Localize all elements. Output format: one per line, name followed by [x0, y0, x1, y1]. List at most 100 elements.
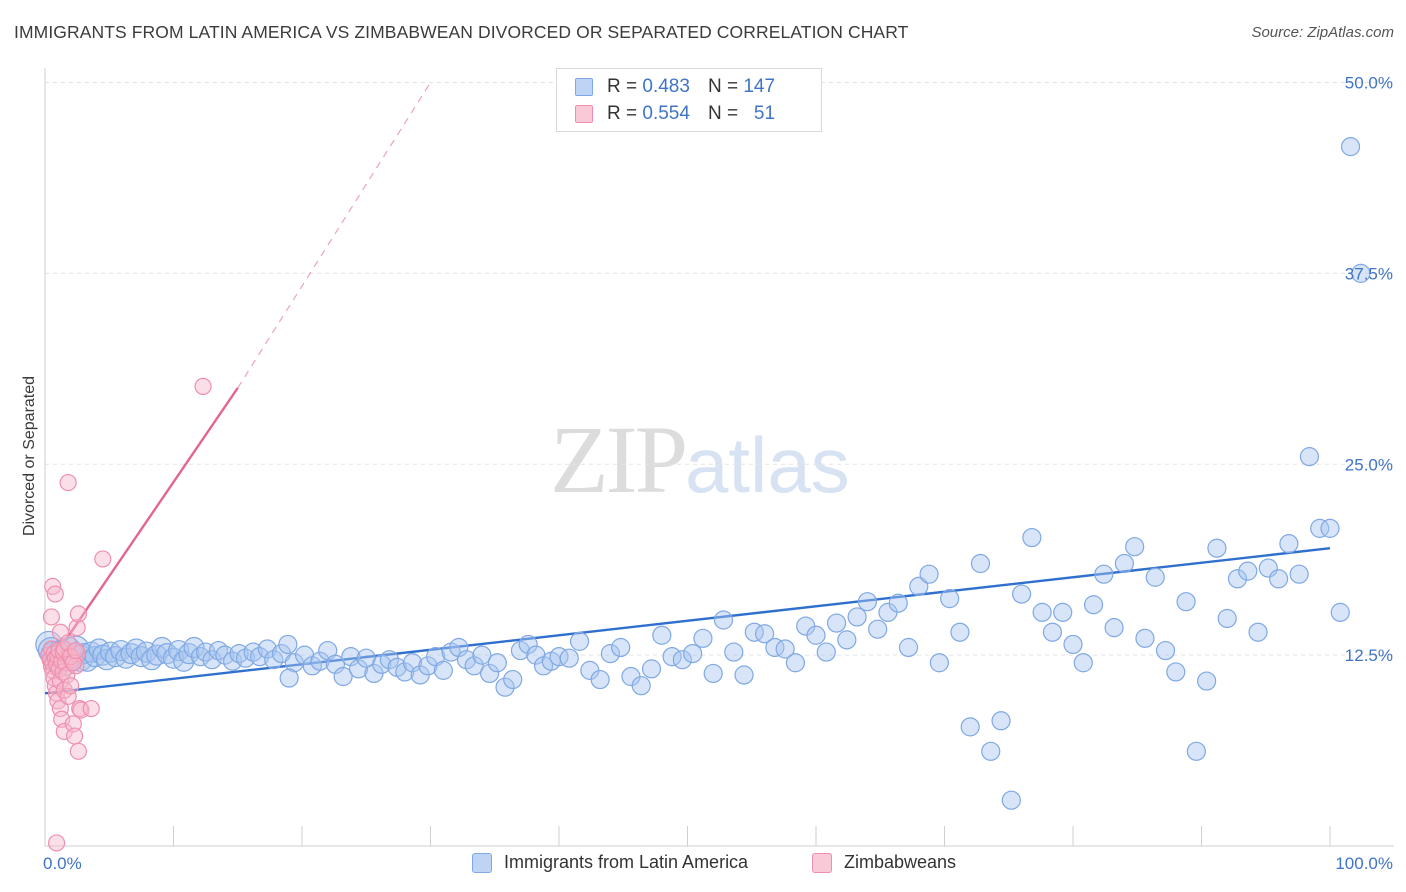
point-latin-america	[1330, 602, 1350, 622]
point-latin-america	[433, 660, 453, 680]
point-latin-america	[510, 640, 531, 661]
point-latin-america	[503, 669, 523, 690]
point-latin-america	[693, 628, 713, 648]
point-latin-america	[847, 607, 867, 627]
point-latin-america	[806, 625, 826, 645]
point-latin-america	[1073, 653, 1093, 673]
point-latin-america	[278, 634, 298, 655]
point-zimbabwean	[69, 742, 88, 760]
point-latin-america	[487, 653, 507, 673]
watermark: ZIPatlas	[550, 404, 850, 515]
point-latin-america	[600, 643, 621, 664]
point-latin-america	[1042, 622, 1063, 642]
correlation-legend: R = 0.483 N = 147 R = 0.554 N = 51	[556, 68, 822, 132]
point-latin-america	[1032, 602, 1052, 622]
legend-r-label: R =	[607, 103, 638, 124]
point-latin-america	[264, 650, 284, 670]
point-latin-america	[1186, 741, 1206, 761]
point-latin-america	[1351, 263, 1371, 283]
point-latin-america	[857, 592, 878, 612]
point-latin-america	[754, 624, 775, 644]
point-latin-america	[1166, 662, 1186, 682]
point-latin-america	[672, 650, 692, 670]
point-latin-america	[826, 613, 847, 633]
point-zimbabwean	[67, 657, 85, 675]
point-latin-america	[1094, 564, 1114, 584]
source-label: Source: ZipAtlas.com	[1251, 24, 1394, 41]
point-latin-america	[402, 653, 423, 673]
point-zimbabwean	[94, 550, 112, 568]
point-latin-america	[868, 619, 888, 639]
bottom-legend-zimbabweans: Zimbabweans	[812, 852, 956, 873]
y-tick-label: 37.5%	[1345, 264, 1393, 283]
point-latin-america	[1238, 561, 1258, 581]
point-latin-america	[215, 645, 235, 665]
point-latin-america	[495, 677, 515, 697]
point-latin-america	[1197, 671, 1217, 691]
legend-n-label: N =	[707, 103, 739, 124]
point-latin-america	[472, 645, 492, 665]
point-latin-america	[1176, 592, 1196, 612]
point-latin-america	[1053, 602, 1073, 622]
legend-r-label: R =	[607, 76, 638, 97]
point-latin-america	[348, 659, 369, 679]
point-latin-america	[1145, 567, 1165, 587]
point-zimbabwean	[59, 473, 77, 492]
point-latin-america	[464, 656, 484, 676]
point-latin-america	[1217, 608, 1237, 629]
point-latin-america	[1022, 527, 1042, 548]
point-latin-america	[837, 630, 857, 650]
bottom-legend-swatch-blue	[472, 852, 492, 873]
legend-swatch-blue	[575, 78, 593, 96]
watermark-atlas: atlas	[685, 421, 850, 509]
y-tick-label: 12.5%	[1345, 646, 1393, 665]
watermark-zip: ZIP	[550, 406, 688, 513]
point-latin-america	[775, 639, 795, 659]
legend-row-zimbabweans: R = 0.554 N = 51	[575, 101, 775, 127]
point-latin-america	[1083, 595, 1104, 615]
trend-extension-zimbabwean	[237, 82, 432, 389]
point-latin-america	[1104, 618, 1124, 638]
legend-n-value: 51	[753, 103, 776, 124]
bottom-legend-label: Immigrants from Latin America	[504, 852, 749, 872]
point-latin-america	[1063, 634, 1083, 655]
point-zimbabwean	[42, 608, 61, 626]
point-latin-america	[940, 589, 960, 609]
point-latin-america	[981, 741, 1001, 761]
point-latin-america	[641, 659, 662, 679]
point-latin-america	[950, 622, 970, 642]
y-axis-label: Divorced or Separated	[21, 376, 38, 536]
point-latin-america	[1299, 447, 1320, 467]
y-tick-label: 25.0%	[1345, 455, 1393, 474]
y-tick-label: 50.0%	[1345, 74, 1393, 93]
point-latin-america	[611, 637, 631, 658]
point-latin-america	[1289, 564, 1309, 584]
axes	[44, 68, 1394, 847]
point-latin-america	[341, 647, 361, 667]
legend-r-value: 0.483	[642, 76, 690, 97]
trend-lines	[44, 82, 1331, 695]
point-latin-america	[816, 642, 836, 662]
point-latin-america	[991, 711, 1011, 731]
point-latin-america	[898, 637, 919, 658]
point-latin-america	[1207, 538, 1227, 558]
point-latin-america	[631, 676, 651, 696]
point-zimbabwean	[46, 585, 64, 603]
point-zimbabwean	[68, 619, 86, 637]
point-latin-america	[333, 666, 353, 687]
trend-line-latin-america	[44, 547, 1331, 695]
point-latin-america	[683, 643, 703, 664]
point-latin-america	[456, 650, 477, 670]
point-latin-america	[970, 553, 991, 574]
point-latin-america	[1114, 553, 1135, 574]
point-zimbabwean	[194, 377, 212, 395]
point-latin-america	[1310, 518, 1330, 538]
grid-lines	[45, 82, 1394, 656]
point-latin-america	[1011, 584, 1032, 604]
legend-swatch-pink	[575, 105, 593, 123]
point-latin-america	[1248, 622, 1268, 642]
point-latin-america	[480, 663, 500, 684]
point-zimbabwean	[59, 687, 77, 705]
point-latin-america	[1340, 137, 1361, 157]
